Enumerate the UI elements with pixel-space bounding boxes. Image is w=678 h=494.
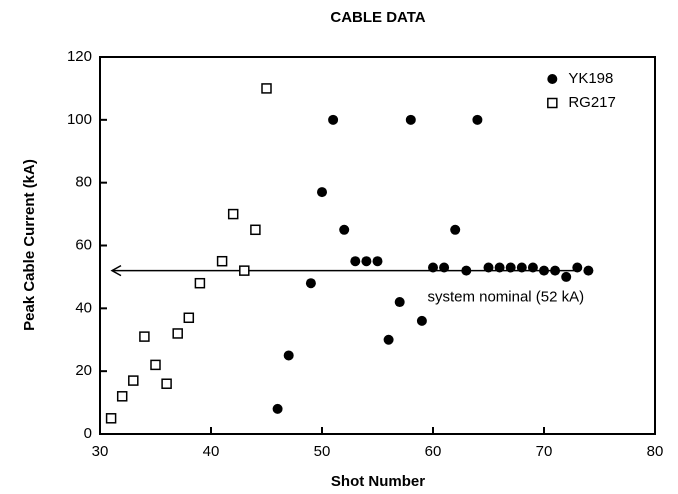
- point: [339, 224, 350, 235]
- point: [439, 262, 450, 273]
- point: [550, 265, 561, 276]
- legend-marker: [547, 97, 558, 109]
- plot-frame: [99, 56, 656, 435]
- x-tick-label: 50: [314, 443, 331, 460]
- y-tick-label: 120: [67, 48, 92, 65]
- point: [161, 378, 172, 389]
- x-tick-label: 60: [425, 443, 442, 460]
- point: [183, 312, 195, 324]
- point: [194, 277, 206, 289]
- x-tick-label: 40: [203, 443, 220, 460]
- point: [116, 391, 128, 402]
- x-tick-label: 30: [92, 443, 109, 460]
- y-axis-label: Peak Cable Current (kA): [21, 159, 38, 331]
- point: [461, 265, 472, 276]
- point: [216, 255, 228, 267]
- point: [372, 256, 383, 267]
- point: [450, 224, 461, 235]
- point: [305, 278, 316, 289]
- legend-marker: [547, 74, 558, 84]
- y-tick-label: 60: [75, 236, 92, 253]
- reference-arrow-head: [110, 264, 122, 277]
- point: [250, 224, 261, 236]
- point: [227, 208, 239, 220]
- point: [527, 262, 538, 273]
- point: [494, 262, 505, 273]
- point: [405, 114, 416, 125]
- point: [128, 375, 139, 386]
- y-tick-label: 100: [67, 111, 92, 128]
- point: [272, 403, 283, 414]
- point: [239, 265, 250, 276]
- point: [394, 297, 405, 308]
- point: [350, 256, 361, 267]
- legend-label: YK198: [568, 70, 613, 87]
- point: [328, 114, 339, 125]
- point: [516, 262, 527, 273]
- point: [483, 262, 494, 273]
- point: [505, 262, 516, 273]
- y-tick-label: 20: [75, 362, 92, 379]
- x-tick-label: 70: [536, 443, 553, 460]
- legend-label: RG217: [568, 94, 616, 111]
- point: [105, 413, 117, 424]
- point: [172, 328, 183, 339]
- point: [383, 334, 394, 345]
- point: [583, 265, 594, 276]
- x-tick-label: 80: [647, 443, 664, 460]
- point: [283, 350, 294, 361]
- point: [428, 262, 438, 273]
- point: [472, 114, 483, 125]
- point: [539, 265, 549, 276]
- point: [261, 83, 272, 94]
- point: [361, 256, 372, 267]
- y-tick-label: 40: [75, 299, 92, 316]
- point: [561, 271, 572, 282]
- reference-label: system nominal (52 kA): [427, 289, 584, 306]
- point: [150, 359, 161, 371]
- x-axis-label: Shot Number: [331, 473, 425, 490]
- point: [572, 262, 583, 273]
- chart-title: CABLE DATA: [330, 9, 425, 26]
- y-tick-label: 80: [75, 174, 92, 191]
- y-tick-label: 0: [84, 425, 92, 442]
- point: [317, 187, 327, 198]
- point: [139, 331, 150, 342]
- point: [416, 315, 427, 326]
